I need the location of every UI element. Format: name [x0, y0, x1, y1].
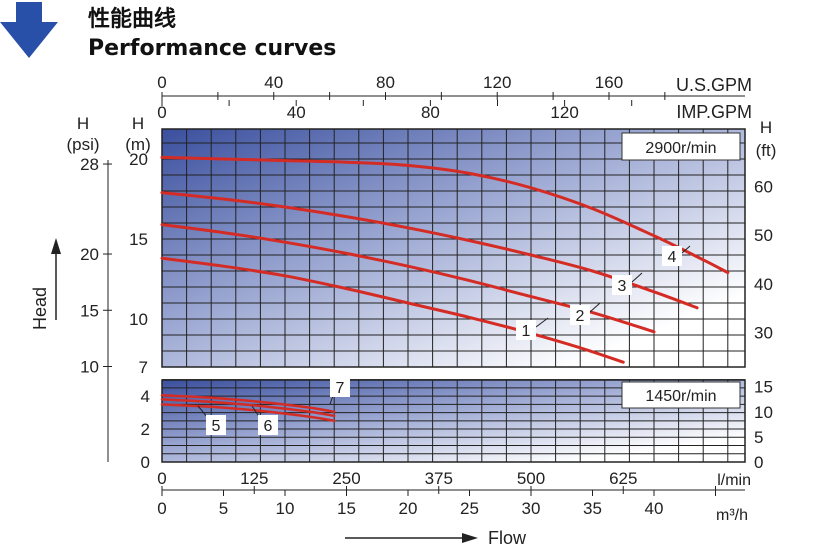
curves-layer: 1 2 3 4 5 6 7	[160, 155, 730, 435]
m3h-unit: m³/h	[716, 507, 748, 524]
head-arrow-icon	[51, 238, 61, 254]
imp-gpm-tick-label: 80	[421, 103, 440, 122]
curve-label-leader-1	[535, 317, 549, 328]
lmin-unit: l/min	[717, 472, 751, 489]
m3h-tick-label: 20	[399, 499, 418, 518]
curve-label-5: 5	[212, 418, 221, 435]
ft-tick-label-lower: 15	[754, 378, 773, 397]
m-tick-label-lower: 0	[141, 453, 150, 472]
m-tick-label-lower: 4	[141, 387, 150, 406]
m3h-tick-label: 10	[276, 499, 295, 518]
flow-arrow-icon	[462, 533, 478, 543]
m3h-tick-label: 30	[522, 499, 541, 518]
speed-label-upper: 2900r/min	[645, 140, 716, 157]
lmin-tick-label: 500	[517, 469, 545, 488]
curve-label-box-1	[516, 320, 536, 340]
upper-plot-area	[162, 129, 745, 367]
ft-tick-label: 40	[754, 275, 773, 294]
curve-label-box-5	[206, 415, 226, 435]
ft-tick-label: 60	[754, 177, 773, 196]
imp-gpm-unit: IMP.GPM	[676, 102, 752, 122]
m3h-tick-label: 35	[583, 499, 602, 518]
lmin-tick-label: 0	[157, 469, 166, 488]
lmin-tick-label: 625	[609, 469, 637, 488]
curve-label-leader-7	[329, 395, 334, 405]
title-chinese: 性能曲线	[88, 6, 176, 32]
m-unit-head: H	[132, 114, 144, 133]
lmin-tick-label: 125	[240, 469, 268, 488]
curve-line-4	[160, 155, 730, 275]
us-gpm-tick-label: 80	[376, 73, 395, 92]
upper-plot-frame	[161, 128, 746, 368]
psi-unit: (psi)	[66, 135, 99, 154]
curve-label-leader-2	[589, 302, 601, 313]
curve-label-1: 1	[522, 323, 531, 340]
ft-tick-label-lower: 0	[754, 453, 763, 472]
curve-label-box-4	[662, 246, 682, 266]
speed-label-lower: 1450r/min	[645, 388, 716, 405]
psi-tick-label: 15	[80, 301, 99, 320]
curve-line-6	[160, 398, 336, 418]
ft-tick-label-lower: 10	[754, 403, 773, 422]
curve-label-6: 6	[264, 418, 273, 435]
curve-label-2: 2	[576, 308, 585, 325]
curve-label-4: 4	[668, 249, 677, 266]
m-tick-label-lower: 2	[141, 420, 150, 439]
ft-unit: (ft)	[756, 141, 777, 160]
psi-tick-label: 10	[80, 358, 99, 377]
psi-unit-head: H	[77, 114, 89, 133]
us-gpm-tick-label: 160	[595, 73, 623, 92]
curve-line-1	[160, 256, 625, 364]
curve-label-leader-4	[681, 245, 691, 254]
ft-tick-label: 30	[754, 324, 773, 343]
speed-label-box-lower	[621, 381, 741, 409]
flow-label: Flow	[488, 528, 527, 548]
m3h-tick-label: 5	[219, 499, 228, 518]
curve-label-box-7	[330, 377, 350, 397]
us-gpm-tick-label: 40	[264, 73, 283, 92]
ft-unit-head: H	[760, 118, 772, 137]
curve-label-leader-3	[631, 272, 643, 283]
speed-label-box-upper	[621, 132, 741, 161]
psi-tick-label: 28	[80, 155, 99, 174]
m3h-tick-label: 25	[460, 499, 479, 518]
m-unit: (m)	[125, 135, 150, 154]
head-label: Head	[30, 287, 50, 330]
title-english: Performance curves	[88, 36, 336, 61]
ft-tick-label: 50	[754, 226, 773, 245]
lmin-tick-label: 375	[425, 469, 453, 488]
curve-label-3: 3	[618, 278, 627, 295]
head-axis-label: Head	[30, 238, 61, 330]
imp-gpm-tick-label: 40	[287, 103, 306, 122]
psi-tick-label: 20	[80, 245, 99, 264]
curve-label-box-3	[612, 275, 632, 295]
m-tick-label: 15	[129, 230, 148, 249]
m-tick-label: 20	[129, 150, 148, 169]
imp-gpm-tick-label: 0	[157, 103, 166, 122]
flow-axis-label: Flow	[345, 528, 527, 548]
down-arrow-icon	[0, 2, 58, 58]
imp-gpm-tick-label: 120	[550, 103, 578, 122]
m3h-tick-label: 15	[337, 499, 356, 518]
lower-plot-frame	[161, 379, 746, 463]
curve-label-7: 7	[336, 380, 345, 397]
curve-line-7	[160, 394, 336, 414]
lmin-tick-label: 250	[332, 469, 360, 488]
curve-line-5	[160, 403, 336, 423]
curve-label-box-6	[258, 415, 278, 435]
m-tick-label: 10	[129, 310, 148, 329]
m-tick-label: 7	[139, 358, 148, 377]
m3h-tick-label: 40	[645, 499, 664, 518]
us-gpm-tick-label: 120	[483, 73, 511, 92]
m3h-tick-label: 0	[157, 499, 166, 518]
ft-tick-label-lower: 5	[754, 428, 763, 447]
curve-label-box-2	[570, 305, 590, 325]
us-gpm-unit: U.S.GPM	[676, 75, 752, 95]
us-gpm-tick-label: 0	[157, 73, 166, 92]
